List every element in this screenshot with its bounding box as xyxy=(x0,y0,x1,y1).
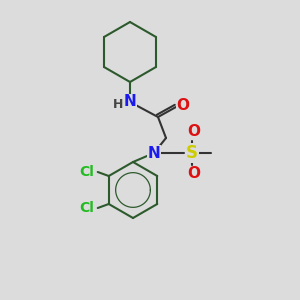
Text: Cl: Cl xyxy=(79,165,94,179)
Text: S: S xyxy=(186,144,198,162)
Text: O: O xyxy=(176,98,190,112)
Text: Cl: Cl xyxy=(79,201,94,215)
Text: N: N xyxy=(124,94,136,110)
Text: O: O xyxy=(188,124,200,140)
Text: N: N xyxy=(148,146,160,160)
Text: H: H xyxy=(113,98,123,112)
Text: O: O xyxy=(188,167,200,182)
